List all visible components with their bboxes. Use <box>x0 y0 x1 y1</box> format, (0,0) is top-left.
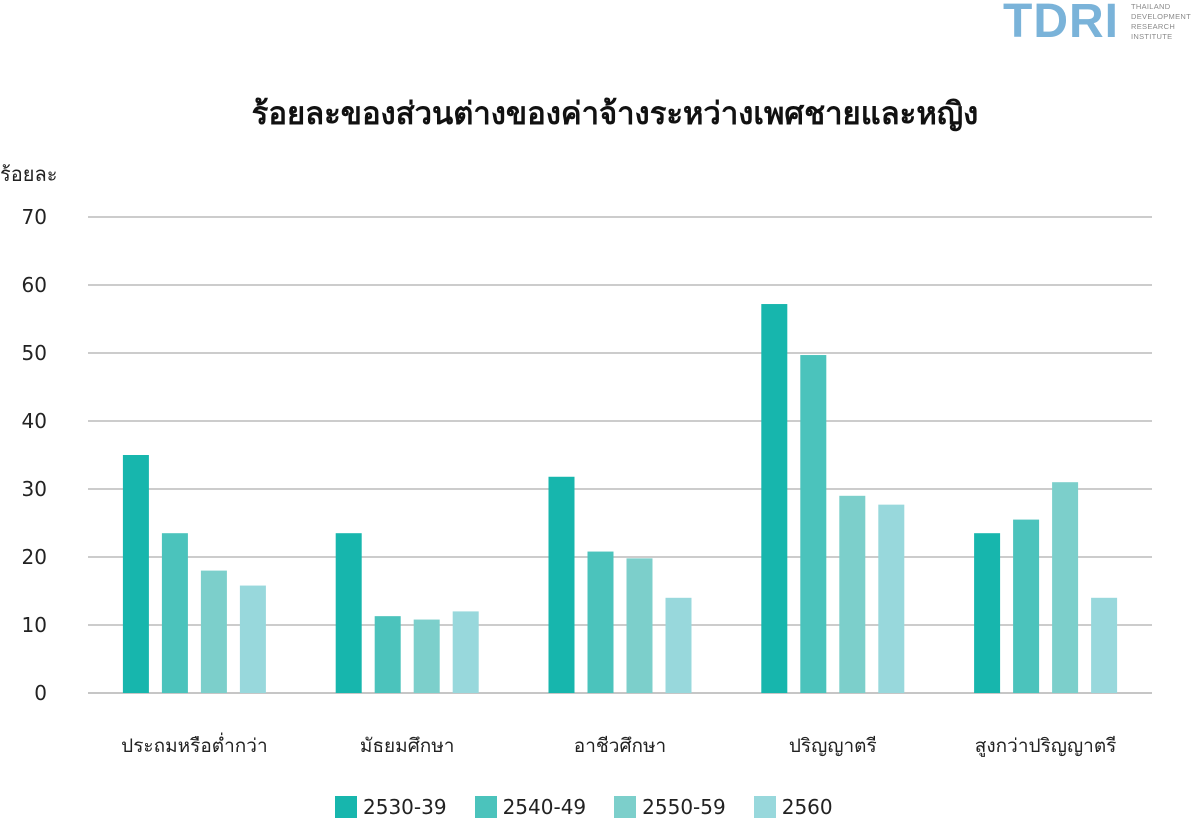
y-tick-label: 40 <box>22 409 47 433</box>
bar-2540-49 <box>1013 519 1040 693</box>
legend-label: 2560 <box>781 795 833 819</box>
logo-line: INSTITUTE <box>1131 32 1173 41</box>
bar-2560 <box>239 585 266 693</box>
y-tick-label: 0 <box>34 681 47 705</box>
bar-2550-59 <box>200 570 227 693</box>
logo-line: THAILAND <box>1131 2 1171 11</box>
bar-2530-39 <box>761 304 788 693</box>
y-tick-label: 70 <box>22 205 47 229</box>
axis-labels: 0 10 20 30 40 50 60 70 ประถมหรือต่ำกว่า มัธยมศึกษ… <box>22 205 1117 757</box>
legend: 2530-39 2540-49 2550-59 2560 <box>335 795 861 819</box>
y-tick-label: 30 <box>22 477 47 501</box>
bar-2550-59 <box>1052 482 1079 693</box>
legend-label: 2540-49 <box>502 795 587 819</box>
bar-2540-49 <box>374 616 401 693</box>
legend-item: 2540-49 <box>474 795 587 819</box>
bar-2550-59 <box>839 495 866 693</box>
bar-2540-49 <box>800 355 827 693</box>
legend-label: 2530-39 <box>363 795 447 819</box>
x-category-label: ประถมหรือต่ำกว่า <box>121 732 268 757</box>
legend-item: 2550-59 <box>614 795 726 819</box>
legend-swatch <box>335 796 357 818</box>
x-category-label: มัธยมศึกษา <box>360 735 455 757</box>
y-tick-label: 50 <box>22 341 47 365</box>
legend-item: 2530-39 <box>335 795 447 819</box>
bar-2540-49 <box>161 533 188 693</box>
y-tick-label: 20 <box>22 545 47 569</box>
x-category-label: อาชีวศึกษา <box>574 735 666 757</box>
bar-2530-39 <box>548 476 575 693</box>
legend-swatch <box>474 796 497 818</box>
y-tick-label: 10 <box>22 613 47 637</box>
x-category-label: ปริญญาตรี <box>789 735 877 757</box>
bar-2560 <box>452 611 479 693</box>
bar-2530-39 <box>122 455 149 693</box>
legend-swatch <box>614 796 637 818</box>
bar-2530-39 <box>335 533 362 693</box>
bar-2560 <box>1091 597 1118 693</box>
logo-line: RESEARCH <box>1131 22 1176 31</box>
legend-swatch <box>753 796 776 818</box>
bar-2530-39 <box>974 533 1001 693</box>
y-tick-label: 60 <box>22 273 47 297</box>
bar-2550-59 <box>626 558 653 693</box>
legend-label: 2550-59 <box>642 795 726 819</box>
y-axis-label: ร้อยละ <box>0 162 58 186</box>
bar-2550-59 <box>413 619 440 693</box>
tdri-logo: TDRI THAILAND DEVELOPMENT RESEARCH INSTI… <box>1003 0 1200 48</box>
bar-2560 <box>665 597 692 693</box>
x-category-label: สูงกว่าปริญญาตรี <box>975 735 1117 757</box>
legend-item: 2560 <box>753 795 833 819</box>
bars <box>122 304 1118 693</box>
logo-line: DEVELOPMENT <box>1131 12 1191 21</box>
bar-2540-49 <box>587 551 614 693</box>
chart-title: ร้อยละของส่วนต่างของค่าจ้างระหว่างเพศชาย… <box>251 96 979 132</box>
logo-subtext: THAILAND DEVELOPMENT RESEARCH INSTITUTE <box>1131 2 1191 42</box>
logo-mark: TDRI <box>1003 0 1119 48</box>
bar-2560 <box>878 504 905 693</box>
